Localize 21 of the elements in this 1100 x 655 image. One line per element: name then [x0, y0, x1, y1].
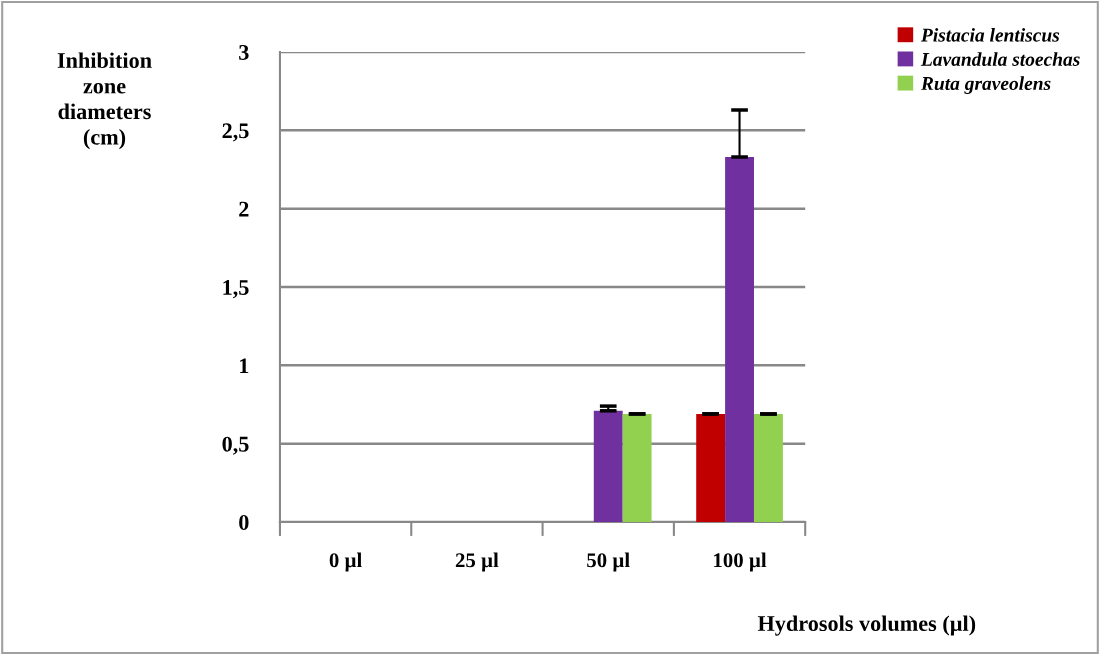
y-axis-title: Inhibition zone diameters (cm) — [57, 52, 152, 150]
y-tick-label: 2 — [239, 201, 249, 217]
y-tick-label: 1,5 — [223, 280, 249, 299]
bar — [725, 156, 754, 523]
y-tick-label: 3 — [239, 45, 249, 60]
y-tick-label: 1 — [240, 358, 249, 374]
legend-label: Pistacia lentiscus — [920, 28, 1060, 42]
legend-label: Ruta graveolens — [920, 76, 1051, 94]
x-tick-label: 50 µl — [587, 552, 630, 572]
y-tick-label: 2,5 — [222, 123, 249, 142]
legend-label: Lavandula stoechas — [920, 52, 1080, 66]
bar — [593, 410, 623, 523]
bar — [753, 413, 783, 523]
x-tick-label: 25 µl — [455, 552, 499, 572]
bar — [622, 413, 652, 523]
x-tick-label: 0 µl — [329, 552, 362, 572]
y-tick-label: 0 — [239, 514, 249, 530]
y-tick-label: 0,5 — [222, 436, 249, 455]
x-axis-title: Hydrosols volumes (µl) — [757, 615, 976, 636]
x-tick-label: 100 µl — [714, 552, 767, 572]
bar — [696, 413, 726, 523]
